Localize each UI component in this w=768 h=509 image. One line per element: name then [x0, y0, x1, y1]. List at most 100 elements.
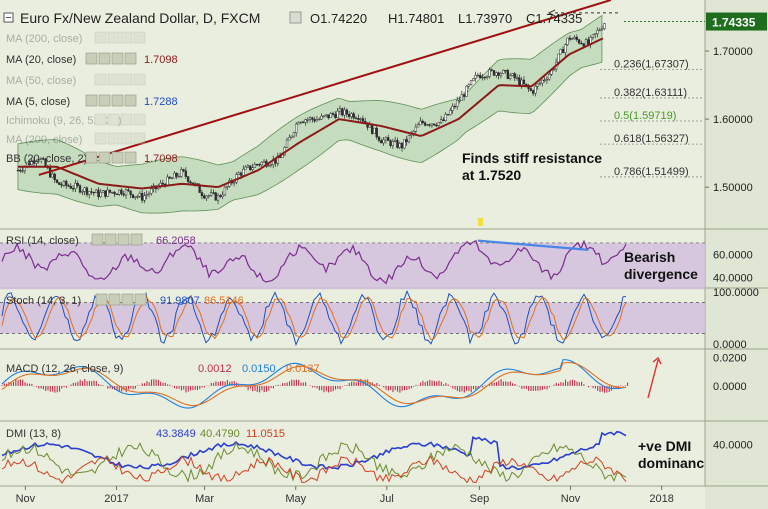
indicator-label: MA (5, close)	[6, 96, 70, 108]
candle-body	[173, 172, 176, 179]
candle-body	[453, 105, 457, 108]
indicator-legend-row[interactable]: MA (20, close) 1.7098	[6, 52, 178, 66]
candle-body	[35, 161, 38, 164]
candle-body	[511, 73, 514, 76]
add-icon[interactable]	[120, 132, 133, 145]
visibility-icon[interactable]	[85, 151, 98, 164]
settings-icon[interactable]	[104, 233, 117, 246]
x-axis-tick-label: Mar	[195, 493, 214, 505]
ohlc-high: H1.74801	[388, 11, 444, 26]
candle-body	[451, 105, 454, 111]
settings-icon[interactable]	[107, 73, 120, 86]
bearish-divergence-line[interactable]	[477, 239, 589, 251]
candle-body	[83, 187, 86, 192]
settings-icon[interactable]	[98, 52, 111, 65]
candle-body	[495, 72, 498, 76]
add-icon[interactable]	[120, 73, 133, 86]
indicator-legend-row[interactable]: BB (20, close, 2) 1.7098	[6, 151, 178, 165]
remove-icon[interactable]	[124, 151, 137, 164]
candle-body	[253, 164, 256, 168]
candle-body	[150, 188, 153, 194]
candle-body	[573, 36, 576, 39]
add-icon[interactable]	[111, 151, 124, 164]
fib-level-label: 0.618(1.56327)	[614, 133, 689, 145]
visibility-icon[interactable]	[94, 31, 107, 44]
x-axis-tick-label: May	[285, 493, 306, 505]
candle-body	[465, 85, 468, 97]
resistance-trendline[interactable]	[38, 0, 612, 176]
symbol-title: Euro Fx/New Zealand Dollar, D, FXCM	[20, 10, 260, 26]
candle-body	[315, 119, 319, 122]
candle-body	[359, 118, 362, 120]
remove-icon[interactable]	[133, 113, 146, 126]
visibility-icon[interactable]	[91, 233, 104, 246]
indicator-legend-row[interactable]: MA (200, close)	[6, 132, 146, 146]
candle-body	[407, 135, 411, 143]
candle-body	[30, 160, 33, 166]
remove-icon[interactable]	[130, 233, 143, 246]
candle-body	[490, 69, 493, 71]
visibility-icon[interactable]	[85, 94, 98, 107]
candle-body	[140, 193, 144, 201]
indicator-legend-row[interactable]: MA (50, close)	[6, 73, 146, 87]
settings-icon[interactable]	[98, 151, 111, 164]
candle-body	[414, 126, 417, 132]
add-icon[interactable]	[121, 293, 134, 306]
price-tick-label: 1.70000	[713, 46, 753, 58]
settings-icon[interactable]	[107, 31, 120, 44]
candle-body	[577, 39, 581, 44]
visibility-icon[interactable]	[95, 293, 108, 306]
settings-icon[interactable]	[107, 113, 120, 126]
settings-icon[interactable]	[107, 132, 120, 145]
candle-body	[444, 114, 447, 121]
candle-body	[485, 76, 489, 79]
remove-icon[interactable]	[133, 73, 146, 86]
visibility-icon[interactable]	[85, 52, 98, 65]
candle-body	[538, 82, 542, 85]
candle-body	[58, 182, 61, 185]
remove-icon[interactable]	[133, 31, 146, 44]
x-axis-tick-label: 2018	[649, 493, 673, 505]
remove-icon[interactable]	[124, 52, 137, 65]
indicator-legend-row[interactable]: MA (5, close) 1.7288	[6, 94, 178, 108]
remove-icon[interactable]	[133, 132, 146, 145]
candle-body	[334, 114, 337, 118]
candle-body	[184, 170, 187, 177]
candle-body	[161, 182, 164, 185]
candle-body	[143, 195, 146, 201]
indicator-label: MA (50, close)	[6, 75, 76, 87]
candle-body	[446, 114, 450, 116]
candle-body	[117, 189, 121, 195]
remove-icon[interactable]	[134, 293, 147, 306]
candle-body	[393, 140, 397, 142]
indicator-legend-row[interactable]: Ichimoku (9, 26, 52, 26)	[6, 113, 146, 127]
visibility-icon[interactable]	[94, 73, 107, 86]
candle-body	[357, 118, 360, 120]
visibility-icon[interactable]	[94, 132, 107, 145]
candle-body	[430, 123, 434, 126]
candle-body	[37, 158, 40, 162]
indicator-legend-row[interactable]: MA (200, close)	[6, 31, 146, 45]
settings-icon[interactable]	[98, 94, 111, 107]
candle-body	[39, 158, 43, 160]
add-icon[interactable]	[111, 94, 124, 107]
candle-body	[81, 191, 84, 193]
add-icon[interactable]	[120, 113, 133, 126]
candle-body	[182, 169, 185, 172]
candle-body	[242, 168, 245, 176]
candle-body	[460, 94, 463, 101]
x-axis-tick-label: Nov	[561, 493, 581, 505]
settings-icon[interactable]	[108, 293, 121, 306]
settings-gear-icon[interactable]	[289, 11, 302, 24]
visibility-icon[interactable]	[94, 113, 107, 126]
add-icon[interactable]	[120, 31, 133, 44]
add-icon[interactable]	[117, 233, 130, 246]
candle-body	[341, 108, 344, 116]
candle-body	[377, 136, 381, 141]
candle-body	[483, 76, 486, 79]
add-icon[interactable]	[111, 52, 124, 65]
candle-body	[226, 185, 229, 188]
remove-icon[interactable]	[124, 94, 137, 107]
candle-body	[416, 124, 420, 128]
candle-body	[16, 169, 20, 172]
